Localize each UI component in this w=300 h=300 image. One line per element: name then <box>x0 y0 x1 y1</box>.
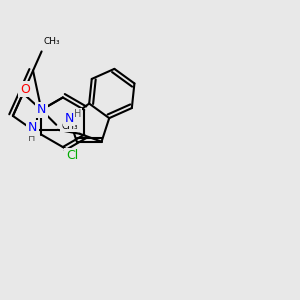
Text: N: N <box>28 121 38 134</box>
Text: H: H <box>28 133 35 143</box>
Text: CH₃: CH₃ <box>44 38 60 46</box>
Text: CH₃: CH₃ <box>61 122 78 131</box>
Text: N: N <box>64 112 74 124</box>
Text: Cl: Cl <box>66 149 78 162</box>
Text: H: H <box>74 109 82 119</box>
Text: O: O <box>20 83 30 96</box>
Text: N: N <box>37 103 46 116</box>
